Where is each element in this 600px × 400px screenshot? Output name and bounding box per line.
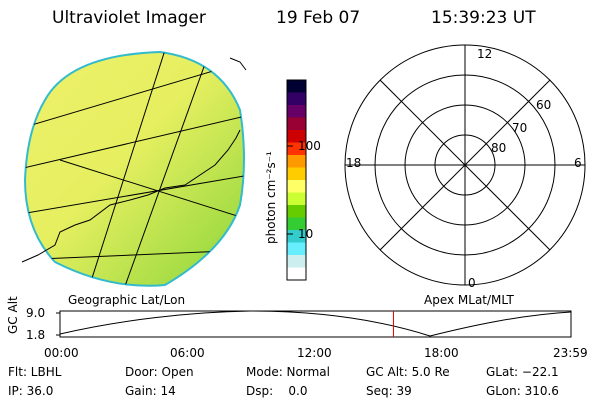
gc-alt-info: GC Alt: 5.0 Re <box>366 365 450 379</box>
dsp-info: Dsp: 0.0 <box>246 384 308 398</box>
colorbar-segment <box>287 242 306 256</box>
timeline-ylabel: GC Alt <box>6 296 20 334</box>
timeline-xtick: 00:00 <box>44 346 79 360</box>
colorbar-segment <box>287 217 306 231</box>
timeline-plot <box>56 310 572 338</box>
mlat-label-70: 70 <box>512 121 528 135</box>
colorbar-segment <box>287 155 306 168</box>
colorbar-segment <box>287 130 306 143</box>
mlt-label-18: 18 <box>346 156 362 170</box>
colorbar-frame <box>286 79 307 281</box>
mlt-label-6: 6 <box>574 156 582 170</box>
colorbar-segment <box>287 267 306 281</box>
colorbar-segment <box>287 105 306 118</box>
time-label: 15:39:23 UT <box>431 8 536 28</box>
colorbar-label-10: 10 <box>298 227 314 241</box>
colorbar-segment <box>287 255 306 268</box>
colorbar-unit: photon cm⁻²s⁻¹ <box>264 151 278 244</box>
altitude-curve <box>59 310 572 337</box>
filter-info: Flt: LBHL <box>8 365 62 379</box>
colorbar-segment <box>287 117 306 131</box>
colorbar-segment <box>287 80 306 93</box>
mlat-label-80: 80 <box>491 141 507 155</box>
mode-info: Mode: Normal <box>246 365 330 379</box>
uv-image-disk <box>23 50 245 287</box>
colorbar-label-100: 100 <box>298 139 321 153</box>
timeline-xtick: 06:00 <box>170 346 205 360</box>
door-info: Door: Open <box>125 365 194 379</box>
geographic-caption: Geographic Lat/Lon <box>68 293 186 307</box>
mlt-label-0: 0 <box>468 276 476 290</box>
colorbar-segment <box>287 92 306 106</box>
colorbar-segment <box>287 167 306 181</box>
instrument-title: Ultraviolet Imager <box>52 8 206 28</box>
color-bar <box>286 79 307 281</box>
uv-image-panel <box>21 50 247 287</box>
seq-info: Seq: 39 <box>366 384 412 398</box>
polar-plot <box>344 44 586 286</box>
timeline-xtick: 18:00 <box>424 346 459 360</box>
glon-info: GLon: 310.6 <box>486 384 559 398</box>
coastline <box>21 129 241 263</box>
timeline-ymin: 1.8 <box>26 328 46 342</box>
timeline-ymax: 9.0 <box>26 306 46 320</box>
date-label: 19 Feb 07 <box>276 8 361 28</box>
colorbar-segment <box>287 205 306 218</box>
mlt-label-12: 12 <box>477 47 493 61</box>
timeline-xtick: 12:00 <box>297 346 332 360</box>
colorbar-segment <box>287 180 306 193</box>
colorbar-segment <box>287 192 306 206</box>
gain-info: Gain: 14 <box>125 384 176 398</box>
mlat-label-60: 60 <box>536 98 552 112</box>
glat-info: GLat: −22.1 <box>486 365 559 379</box>
timeline-xtick: 23:59 <box>553 346 588 360</box>
colorbar-segment <box>287 230 306 243</box>
ip-info: IP: 36.0 <box>8 384 54 398</box>
apex-caption: Apex MLat/MLT <box>424 293 514 307</box>
coastline-fragment <box>229 57 247 71</box>
